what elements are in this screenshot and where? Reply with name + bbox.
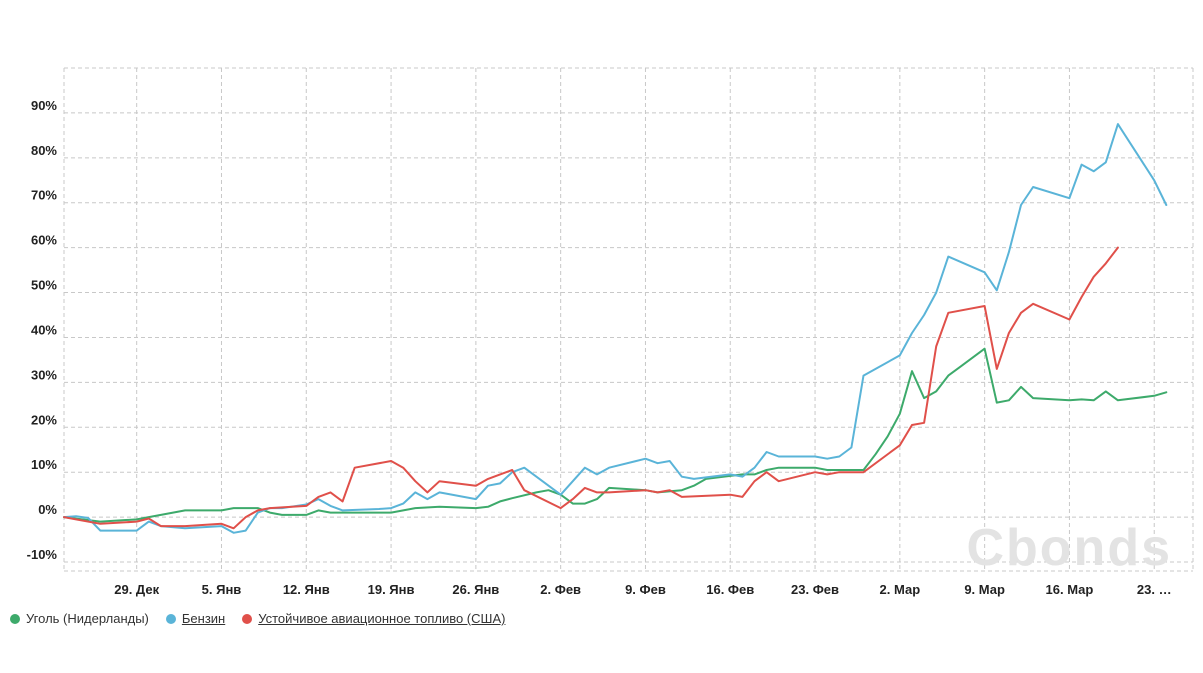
x-axis-tick-labels: 29. Дек 5. Янв 12. Янв 19. Янв 26. Янв 2. Фев… bbox=[114, 582, 1171, 597]
y-tick-label: 30% bbox=[31, 367, 57, 382]
series-color-dot-icon bbox=[165, 613, 176, 624]
y-tick-label: 80% bbox=[31, 143, 57, 158]
series-line-2 bbox=[63, 123, 1168, 534]
chart-area: Cbonds -10% 0% 10% 20% 30% 40% 50% 60% 70% 80% 90%… bbox=[27, 67, 1194, 597]
legend-item-gasoline[interactable]: Бензин bbox=[165, 611, 226, 626]
cbonds-watermark: Cbonds bbox=[966, 519, 1172, 577]
x-tick-label: 2. Фев bbox=[540, 582, 581, 597]
series-line-3 bbox=[63, 246, 1119, 530]
y-tick-label: 50% bbox=[31, 278, 57, 293]
x-tick-label: 29. Дек bbox=[114, 582, 159, 597]
y-axis-tick-labels: -10% 0% 10% 20% 30% 40% 50% 60% 70% 80% 90% bbox=[27, 98, 58, 562]
grid bbox=[63, 67, 1194, 572]
x-tick-label: 16. Мар bbox=[1046, 582, 1094, 597]
series-lines bbox=[63, 123, 1168, 534]
x-tick-label: 2. Мар bbox=[880, 582, 921, 597]
y-tick-label: 20% bbox=[31, 412, 57, 427]
y-tick-label: 40% bbox=[31, 322, 57, 337]
legend: Уголь (Нидерланды) Бензин Устойчивое ави… bbox=[10, 611, 522, 626]
x-tick-label: 9. Мар bbox=[964, 582, 1005, 597]
legend-label-coal: Уголь (Нидерланды) bbox=[26, 611, 149, 626]
x-tick-label: 12. Янв bbox=[283, 582, 330, 597]
y-tick-label: 10% bbox=[31, 457, 57, 472]
x-tick-label: 26. Янв bbox=[452, 582, 499, 597]
x-tick-label: 19. Янв bbox=[368, 582, 415, 597]
x-tick-label: 23. Фев bbox=[791, 582, 839, 597]
y-tick-label: -10% bbox=[27, 547, 58, 562]
y-tick-label: 90% bbox=[31, 98, 57, 113]
x-tick-label: 16. Фев bbox=[706, 582, 754, 597]
legend-label-saf: Устойчивое авиационное топливо (США) bbox=[258, 611, 506, 626]
y-tick-label: 0% bbox=[38, 502, 57, 517]
y-tick-label: 60% bbox=[31, 233, 57, 248]
legend-label-gasoline: Бензин bbox=[181, 611, 226, 626]
series-color-dot-icon bbox=[10, 613, 20, 624]
series-color-dot-icon bbox=[242, 613, 253, 624]
line-chart: Cbonds -10% 0% 10% 20% 30% 40% 50% 60% 70% 80% 90%… bbox=[27, 67, 1194, 597]
legend-item-coal[interactable]: Уголь (Нидерланды) bbox=[10, 611, 149, 626]
y-tick-label: 70% bbox=[31, 188, 57, 203]
series-line-1 bbox=[63, 347, 1168, 523]
x-tick-label: 23. … bbox=[1137, 582, 1172, 597]
x-tick-label: 5. Янв bbox=[202, 582, 242, 597]
x-tick-label: 9. Фев bbox=[625, 582, 666, 597]
legend-item-saf[interactable]: Устойчивое авиационное топливо (США) bbox=[242, 611, 505, 626]
